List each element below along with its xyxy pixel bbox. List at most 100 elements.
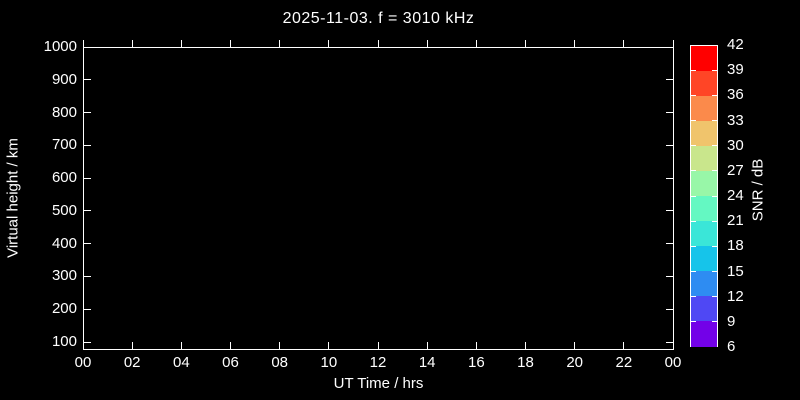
colorbar-segment: [691, 321, 717, 347]
y-tick-right: [666, 46, 673, 48]
y-tick-label: 800: [51, 103, 77, 121]
x-tick-label: 10: [320, 354, 338, 371]
y-tick-label: 500: [51, 201, 77, 219]
x-axis-title: UT Time / hrs: [333, 375, 424, 392]
x-tick-bottom: [131, 342, 133, 349]
x-tick-bottom: [475, 342, 477, 349]
colorbar-tick-right: [712, 321, 717, 323]
y-tick-right: [666, 177, 673, 179]
colorbar-tick-right: [712, 69, 717, 71]
y-tick-left: [84, 112, 91, 114]
colorbar-tick-right: [712, 245, 717, 247]
x-tick-bottom: [525, 342, 526, 349]
colorbar-tick-left: [691, 245, 696, 247]
colorbar: [690, 45, 718, 347]
x-tick-bottom: [82, 342, 84, 349]
y-tick-right: [666, 341, 673, 343]
x-tick-top: [574, 40, 576, 47]
colorbar-tick-right: [712, 145, 717, 147]
colorbar-tick-label: 30: [727, 136, 744, 154]
colorbar-tick-label: 27: [727, 161, 744, 179]
x-tick-top: [180, 40, 182, 47]
x-tick-label: 18: [517, 354, 534, 371]
colorbar-tick-label: 15: [727, 262, 744, 280]
colorbar-tick-left: [691, 296, 696, 298]
x-tick-top: [525, 40, 526, 47]
colorbar-tick-label: 42: [727, 36, 744, 53]
colorbar-tick-right: [712, 296, 717, 298]
y-tick-left: [84, 144, 91, 146]
colorbar-segment: [691, 121, 717, 147]
y-tick-label: 400: [51, 234, 77, 252]
x-tick-label: 00: [664, 354, 682, 371]
x-tick-label: 20: [566, 354, 583, 371]
colorbar-tick-right: [712, 220, 717, 222]
x-tick-top: [328, 40, 330, 47]
y-tick-left: [84, 46, 91, 48]
y-tick-left: [84, 210, 91, 212]
y-tick-left: [84, 341, 91, 343]
y-tick-label: 1000: [43, 38, 77, 55]
y-tick-left: [84, 308, 91, 310]
y-tick-label: 300: [51, 267, 77, 285]
x-tick-bottom: [672, 342, 674, 349]
x-tick-top: [475, 40, 477, 47]
x-tick-top: [279, 40, 281, 47]
colorbar-tick-label: 9: [727, 312, 736, 330]
plot-area: [83, 47, 674, 350]
x-tick-bottom: [328, 342, 330, 349]
colorbar-tick-label: 24: [727, 187, 744, 204]
y-axis-title: Virtual height / km: [4, 138, 22, 258]
y-tick-label: 700: [51, 136, 77, 154]
colorbar-tick-left: [691, 321, 696, 323]
x-tick-top: [131, 40, 133, 47]
x-tick-label: 02: [123, 354, 141, 371]
x-tick-label: 14: [418, 354, 436, 371]
colorbar-segment: [691, 171, 717, 197]
x-tick-bottom: [377, 342, 379, 349]
y-tick-right: [666, 210, 673, 212]
x-tick-label: 22: [615, 354, 633, 371]
y-tick-right: [666, 112, 673, 114]
colorbar-segment: [691, 246, 717, 272]
y-tick-label: 600: [51, 169, 77, 187]
colorbar-tick-left: [691, 120, 696, 121]
y-tick-label: 100: [51, 333, 77, 350]
colorbar-tick-label: 39: [727, 61, 744, 79]
x-tick-bottom: [180, 342, 182, 349]
colorbar-tick-label: 33: [727, 111, 744, 129]
colorbar-tick-left: [691, 145, 696, 147]
colorbar-tick-right: [712, 120, 717, 121]
x-tick-bottom: [230, 342, 231, 349]
y-tick-label: 200: [51, 300, 77, 318]
x-tick-label: 04: [172, 354, 190, 371]
colorbar-segment: [691, 71, 717, 97]
y-tick-left: [84, 243, 91, 245]
x-tick-label: 06: [222, 354, 239, 371]
x-tick-top: [230, 40, 231, 47]
y-tick-label: 900: [51, 70, 77, 88]
colorbar-tick-right: [712, 170, 717, 172]
colorbar-segment: [691, 271, 717, 297]
colorbar-segment: [691, 221, 717, 247]
colorbar-tick-label: 6: [727, 338, 736, 355]
colorbar-segment: [691, 146, 717, 172]
colorbar-tick-left: [691, 170, 696, 172]
colorbar-tick-left: [691, 69, 696, 71]
x-tick-label: 12: [369, 354, 387, 371]
y-tick-right: [666, 275, 673, 277]
x-tick-top: [623, 40, 625, 47]
x-tick-top: [82, 40, 84, 47]
colorbar-tick-right: [712, 94, 717, 96]
colorbar-tick-label: 36: [727, 86, 744, 104]
colorbar-tick-left: [691, 271, 696, 272]
colorbar-segment: [691, 96, 717, 122]
colorbar-tick-label: 21: [727, 212, 744, 230]
y-tick-left: [84, 275, 91, 277]
x-tick-bottom: [574, 342, 576, 349]
y-tick-left: [84, 177, 91, 179]
x-tick-label: 00: [74, 354, 92, 371]
x-tick-bottom: [426, 342, 428, 349]
y-tick-right: [666, 79, 673, 81]
